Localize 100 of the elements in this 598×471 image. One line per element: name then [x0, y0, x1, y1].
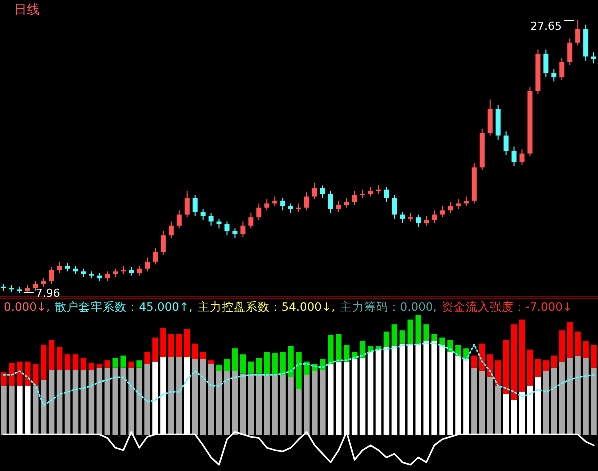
bar: [264, 352, 270, 375]
candlestick: [184, 190, 190, 218]
bar: [559, 330, 565, 362]
chart-title: 日线: [14, 3, 40, 18]
bar: [232, 348, 238, 372]
candlestick: [216, 218, 222, 230]
bar: [9, 386, 15, 435]
bar: [104, 368, 111, 435]
candlestick: [168, 221, 174, 239]
bar: [144, 352, 150, 364]
bar: [168, 357, 174, 435]
bar: [104, 360, 111, 368]
bar: [80, 358, 87, 370]
candlestick: [152, 248, 158, 266]
bar: [256, 358, 262, 374]
bar: [535, 359, 542, 378]
candlestick: [424, 216, 430, 226]
bar: [432, 341, 438, 435]
bar: [567, 358, 573, 435]
candlestick: [280, 198, 286, 212]
bar: [368, 352, 374, 435]
bar: [472, 356, 478, 368]
bar: [200, 359, 206, 435]
text: 主力筹码：0.000,: [340, 300, 437, 314]
candlestick: [49, 266, 54, 285]
candlestick: [544, 49, 549, 78]
bar: [272, 353, 278, 375]
bar: [64, 354, 71, 370]
bar: [72, 354, 79, 370]
bar: [112, 368, 118, 435]
bar: [208, 360, 214, 364]
bar: [160, 328, 166, 357]
bar: [280, 375, 286, 435]
bar: [17, 362, 23, 386]
bar: [176, 357, 182, 435]
candlestick: [105, 271, 110, 282]
candlestick: [504, 131, 509, 156]
candlestick: [208, 212, 214, 226]
candlestick: [320, 185, 326, 199]
candlestick: [440, 206, 446, 218]
candlestick: [33, 280, 38, 292]
bar: [559, 362, 565, 435]
bar: [184, 329, 190, 357]
candlestick: [560, 58, 565, 81]
bar: [144, 364, 150, 435]
bar: [583, 358, 589, 435]
candlestick: [576, 20, 581, 46]
bar: [487, 377, 494, 435]
bar: [272, 375, 278, 435]
candlestick: [224, 221, 230, 236]
bar: [40, 345, 47, 380]
candlestick: [344, 198, 350, 208]
candlestick: [592, 52, 597, 64]
candlestick: [176, 210, 182, 230]
candlestick: [336, 200, 342, 213]
bar: [128, 362, 134, 368]
bar: [511, 324, 518, 400]
bar: [9, 363, 15, 386]
bar: [376, 350, 382, 435]
bar: [296, 389, 302, 435]
bar: [208, 364, 214, 435]
bar: [336, 334, 342, 362]
candlestick: [400, 212, 406, 224]
bar: [344, 345, 350, 362]
bar: [33, 386, 39, 435]
bar: [112, 358, 118, 368]
candlestick: [256, 203, 262, 221]
candlestick: [392, 194, 398, 220]
bar: [64, 370, 71, 435]
bar: [280, 352, 286, 375]
annotation: 27.65: [530, 20, 562, 33]
bar: [25, 362, 31, 386]
text: 0.000↓,: [4, 300, 50, 314]
bar: [168, 334, 174, 357]
candlestick: [512, 146, 517, 167]
bar: [527, 350, 534, 386]
candlestick: [248, 212, 254, 230]
bar: [240, 354, 246, 374]
bar: [328, 335, 334, 364]
bar: [48, 340, 55, 370]
candlestick: [200, 208, 206, 221]
bar: [232, 371, 238, 435]
bar: [1, 386, 7, 435]
bar: [192, 359, 198, 435]
bar: [352, 359, 358, 435]
candlestick: [448, 202, 453, 214]
bar: [304, 375, 310, 435]
bar: [424, 341, 430, 435]
bar: [392, 346, 398, 435]
bar: [328, 364, 334, 435]
bar: [408, 344, 414, 435]
bar: [320, 370, 326, 435]
candlestick: [384, 186, 390, 203]
bar: [296, 352, 302, 390]
bar: [128, 368, 134, 435]
bar: [432, 334, 438, 342]
bar: [288, 346, 294, 378]
candlestick: [464, 196, 469, 207]
candlestick: [137, 266, 142, 276]
bar: [224, 371, 230, 435]
